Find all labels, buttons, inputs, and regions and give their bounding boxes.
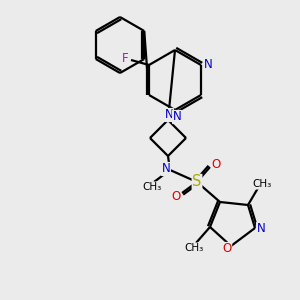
Text: O: O <box>171 190 181 202</box>
Text: N: N <box>204 58 212 70</box>
Text: N: N <box>165 109 173 122</box>
Text: N: N <box>172 110 182 124</box>
Text: O: O <box>222 242 232 256</box>
Text: N: N <box>256 223 266 236</box>
Text: S: S <box>192 175 202 190</box>
Text: CH₃: CH₃ <box>142 182 162 192</box>
Text: O: O <box>212 158 220 170</box>
Text: F: F <box>122 52 128 65</box>
Text: CH₃: CH₃ <box>252 179 272 189</box>
Text: N: N <box>162 163 170 176</box>
Text: CH₃: CH₃ <box>184 243 204 253</box>
